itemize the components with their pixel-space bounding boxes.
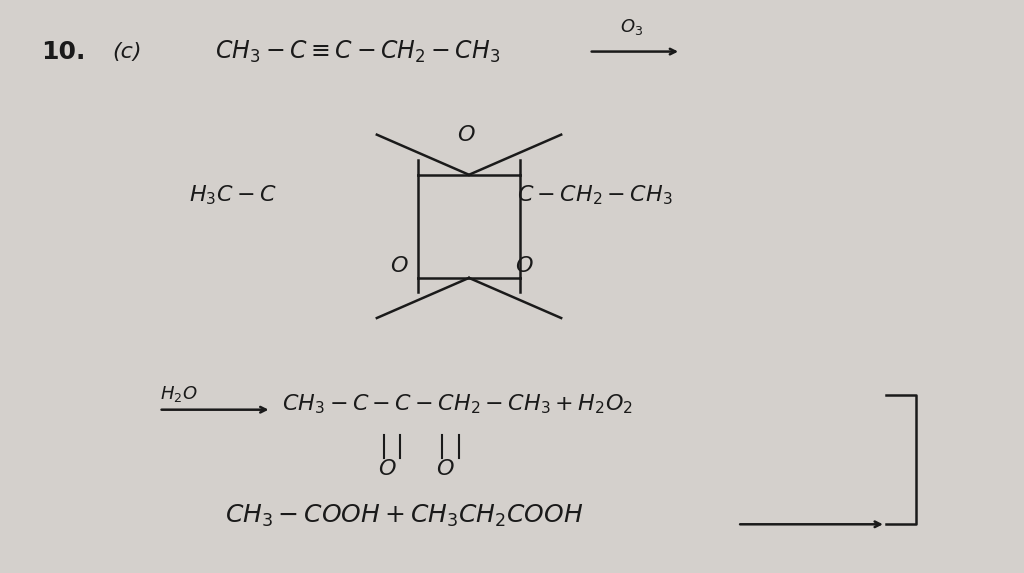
Text: $O_3$: $O_3$ — [621, 17, 643, 37]
Text: $C-CH_2-CH_3$: $C-CH_2-CH_3$ — [517, 183, 673, 207]
Text: $H_2O$: $H_2O$ — [161, 384, 198, 404]
Text: $O$: $O$ — [515, 256, 534, 277]
Text: $O$: $O$ — [390, 256, 409, 277]
Text: $CH_3-C\equiv C-CH_2-CH_3$: $CH_3-C\equiv C-CH_2-CH_3$ — [215, 38, 501, 65]
Text: 10.: 10. — [41, 40, 85, 64]
Text: (c): (c) — [113, 42, 142, 61]
Text: $H_3C-C$: $H_3C-C$ — [189, 183, 276, 207]
Text: $O$: $O$ — [457, 124, 475, 146]
Text: $CH_3-COOH+CH_3CH_2COOH$: $CH_3-COOH+CH_3CH_2COOH$ — [225, 503, 584, 529]
Text: $CH_3-C-C-CH_2-CH_3+H_2O_2$: $CH_3-C-C-CH_2-CH_3+H_2O_2$ — [282, 392, 633, 416]
Text: $O$: $O$ — [378, 458, 396, 480]
Text: $O$: $O$ — [436, 458, 455, 480]
